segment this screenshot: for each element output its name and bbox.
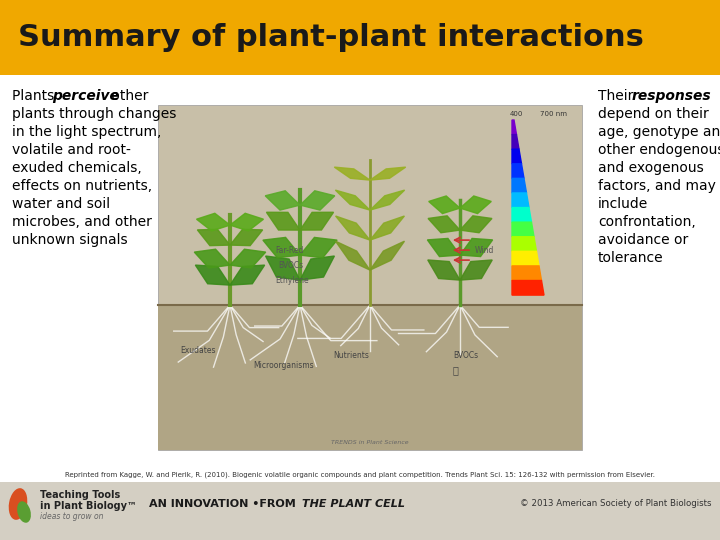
Text: Ⓢ: Ⓢ xyxy=(453,365,459,375)
Polygon shape xyxy=(512,280,544,295)
Text: © 2013 American Society of Plant Biologists: © 2013 American Society of Plant Biologi… xyxy=(521,500,712,509)
Polygon shape xyxy=(336,216,370,240)
Text: Ethylene: Ethylene xyxy=(275,275,309,285)
Text: include: include xyxy=(598,197,648,211)
Polygon shape xyxy=(460,196,491,214)
Polygon shape xyxy=(197,230,230,246)
Polygon shape xyxy=(300,212,333,230)
Polygon shape xyxy=(194,249,230,268)
Text: factors, and may: factors, and may xyxy=(598,179,716,193)
Ellipse shape xyxy=(17,501,31,523)
Polygon shape xyxy=(512,178,526,193)
Bar xyxy=(158,305,582,450)
Text: Plants: Plants xyxy=(12,89,58,103)
Polygon shape xyxy=(428,196,460,214)
Polygon shape xyxy=(460,260,492,280)
Polygon shape xyxy=(334,167,370,180)
Polygon shape xyxy=(428,216,460,233)
Polygon shape xyxy=(197,213,230,231)
Ellipse shape xyxy=(9,488,27,520)
Text: Wind: Wind xyxy=(475,246,495,254)
Polygon shape xyxy=(266,212,300,230)
Polygon shape xyxy=(336,241,370,270)
Polygon shape xyxy=(512,222,534,237)
Text: and exogenous: and exogenous xyxy=(598,161,703,175)
Text: in the light spectrum,: in the light spectrum, xyxy=(12,125,161,139)
Polygon shape xyxy=(263,238,300,258)
Polygon shape xyxy=(230,265,265,285)
Text: BVOCs: BVOCs xyxy=(453,350,478,360)
Bar xyxy=(0,482,720,540)
Polygon shape xyxy=(428,239,460,256)
Text: Microorganisms: Microorganisms xyxy=(253,361,314,369)
Text: AN INNOVATION •FROM: AN INNOVATION •FROM xyxy=(149,499,300,509)
Text: TRENDS in Plant Science: TRENDS in Plant Science xyxy=(331,440,409,445)
Polygon shape xyxy=(300,191,335,210)
Polygon shape xyxy=(512,120,516,134)
Text: other endogenous: other endogenous xyxy=(598,143,720,157)
Polygon shape xyxy=(512,251,539,266)
Polygon shape xyxy=(300,256,334,280)
Bar xyxy=(0,75,720,482)
Text: Far-Red: Far-Red xyxy=(275,246,303,254)
Polygon shape xyxy=(300,238,337,258)
Text: volatile and root-: volatile and root- xyxy=(12,143,131,157)
Text: THE PLANT CELL: THE PLANT CELL xyxy=(302,499,405,509)
Polygon shape xyxy=(195,265,230,285)
Polygon shape xyxy=(370,190,405,210)
Text: effects on nutrients,: effects on nutrients, xyxy=(12,179,152,193)
Text: other: other xyxy=(107,89,148,103)
Polygon shape xyxy=(336,190,370,210)
Text: Reprinted from Kagge, W. and Pierik, R. (2010). Biogenic volatile organic compou: Reprinted from Kagge, W. and Pierik, R. … xyxy=(65,471,655,478)
Text: 400: 400 xyxy=(510,111,523,117)
Text: Exudates: Exudates xyxy=(180,346,215,355)
Polygon shape xyxy=(266,256,300,280)
Text: water and soil: water and soil xyxy=(12,197,110,211)
Bar xyxy=(158,105,582,450)
Polygon shape xyxy=(230,213,264,231)
Text: microbes, and other: microbes, and other xyxy=(12,215,152,229)
Polygon shape xyxy=(460,216,492,233)
Polygon shape xyxy=(512,237,536,251)
Polygon shape xyxy=(428,260,460,280)
Polygon shape xyxy=(230,249,266,268)
Text: Nutrients: Nutrients xyxy=(333,350,369,360)
Text: Teaching Tools: Teaching Tools xyxy=(40,490,120,500)
Polygon shape xyxy=(460,239,492,256)
Text: Summary of plant-plant interactions: Summary of plant-plant interactions xyxy=(18,23,644,52)
Polygon shape xyxy=(512,207,531,222)
Text: BVOCs: BVOCs xyxy=(278,261,303,269)
Text: perceive: perceive xyxy=(52,89,119,103)
Text: age, genotype and: age, genotype and xyxy=(598,125,720,139)
Text: ideas to grow on: ideas to grow on xyxy=(40,512,104,521)
Text: depend on their: depend on their xyxy=(598,107,708,121)
Text: 700 nm: 700 nm xyxy=(540,111,567,117)
Polygon shape xyxy=(265,191,300,210)
Polygon shape xyxy=(512,193,529,207)
Polygon shape xyxy=(370,216,405,240)
Polygon shape xyxy=(512,266,541,280)
Polygon shape xyxy=(230,230,263,246)
Text: responses: responses xyxy=(632,89,711,103)
Text: avoidance or: avoidance or xyxy=(598,233,688,247)
Text: tolerance: tolerance xyxy=(598,251,664,265)
Polygon shape xyxy=(512,164,524,178)
Text: plants through changes: plants through changes xyxy=(12,107,176,121)
Text: in Plant Biology™: in Plant Biology™ xyxy=(40,501,137,511)
Text: confrontation,: confrontation, xyxy=(598,215,696,229)
Polygon shape xyxy=(512,149,521,164)
Polygon shape xyxy=(370,167,405,180)
Polygon shape xyxy=(370,241,405,270)
Bar xyxy=(0,0,720,75)
Text: unknown signals: unknown signals xyxy=(12,233,127,247)
Text: exuded chemicals,: exuded chemicals, xyxy=(12,161,142,175)
Text: Their: Their xyxy=(598,89,638,103)
Polygon shape xyxy=(512,134,519,149)
